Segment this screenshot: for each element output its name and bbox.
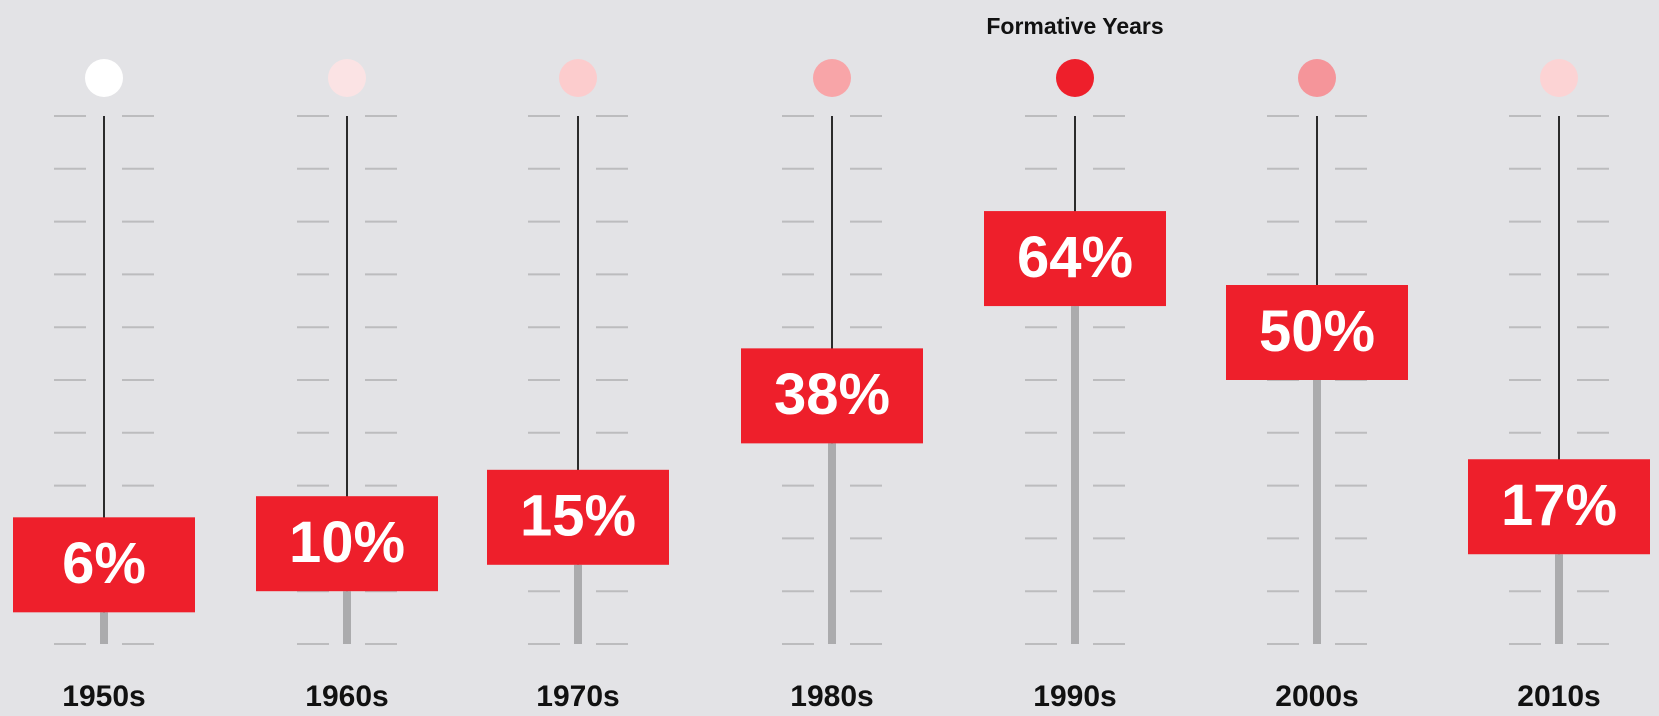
- track-filled: [574, 564, 582, 644]
- value-label: 38%: [774, 362, 890, 427]
- category-label: 1950s: [62, 680, 145, 713]
- value-box: [1226, 285, 1408, 380]
- track-filled: [343, 591, 351, 644]
- category-label: 1980s: [790, 680, 873, 713]
- value-label: 15%: [520, 484, 636, 549]
- category-label: 1990s: [1033, 680, 1116, 713]
- value-label: 64%: [1017, 225, 1133, 290]
- value-box: [487, 469, 669, 565]
- value-box: [13, 517, 195, 613]
- value-box: [1468, 459, 1650, 555]
- indicator-dot: [1540, 59, 1578, 97]
- indicator-dot: [1298, 59, 1336, 97]
- track-filled: [1555, 554, 1563, 644]
- category-label: 1960s: [305, 680, 388, 713]
- category-label: 2000s: [1275, 680, 1358, 713]
- category-label: 1970s: [536, 680, 619, 713]
- track-filled: [100, 612, 108, 644]
- track-filled: [1313, 380, 1321, 644]
- indicator-dot: [328, 59, 366, 97]
- track-filled: [1071, 306, 1079, 644]
- indicator-dot: [1056, 59, 1094, 97]
- value-box: [741, 348, 923, 444]
- indicator-dot: [85, 59, 123, 97]
- indicator-dot: [559, 59, 597, 97]
- value-label: 17%: [1501, 473, 1617, 538]
- track-filled: [828, 443, 836, 644]
- annotation: Formative Years: [986, 13, 1163, 39]
- value-label: 6%: [62, 531, 146, 596]
- category-label: 2010s: [1517, 680, 1600, 713]
- value-box: [984, 211, 1166, 307]
- indicator-dot: [813, 59, 851, 97]
- value-label: 50%: [1259, 299, 1375, 364]
- value-label: 10%: [289, 510, 405, 575]
- value-box: [256, 496, 438, 592]
